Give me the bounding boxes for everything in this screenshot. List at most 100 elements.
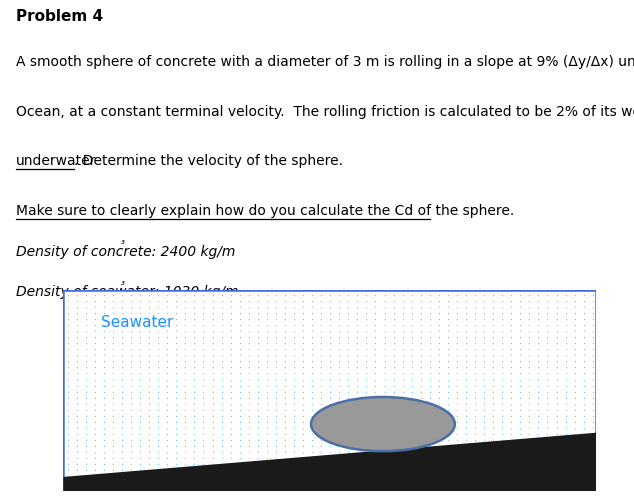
Point	[506, 370, 516, 378]
Point	[307, 334, 317, 342]
Point	[171, 418, 181, 426]
Point	[515, 394, 526, 402]
Point	[488, 400, 498, 408]
Point	[479, 418, 489, 426]
Point	[235, 424, 245, 432]
Point	[153, 424, 164, 432]
Point	[153, 460, 164, 468]
Point	[171, 304, 181, 312]
Point	[569, 394, 579, 402]
Point	[243, 322, 254, 330]
Point	[506, 364, 516, 372]
Point	[325, 376, 335, 384]
Point	[488, 316, 498, 324]
Point	[479, 292, 489, 300]
Point	[280, 454, 290, 462]
Point	[479, 388, 489, 396]
Point	[144, 310, 154, 318]
Point	[497, 292, 507, 300]
Point	[506, 424, 516, 432]
Point	[198, 430, 209, 438]
Point	[81, 352, 91, 360]
Point	[506, 334, 516, 342]
Point	[72, 358, 82, 366]
Point	[117, 436, 127, 444]
Point	[543, 304, 553, 312]
Point	[262, 436, 272, 444]
Point	[99, 382, 109, 390]
Point	[81, 442, 91, 450]
Point	[579, 430, 589, 438]
Point	[262, 400, 272, 408]
Point	[488, 376, 498, 384]
Point	[452, 352, 462, 360]
Point	[425, 292, 435, 300]
Point	[135, 466, 145, 474]
Point	[235, 304, 245, 312]
Point	[226, 352, 236, 360]
Point	[253, 406, 263, 414]
Point	[190, 406, 200, 414]
Point	[406, 334, 417, 342]
Point	[398, 340, 408, 348]
Point	[117, 346, 127, 354]
Point	[316, 370, 327, 378]
Point	[325, 418, 335, 426]
Point	[588, 394, 598, 402]
Point	[99, 322, 109, 330]
Point	[90, 310, 100, 318]
Point	[398, 382, 408, 390]
Point	[153, 322, 164, 330]
Point	[380, 376, 390, 384]
Point	[579, 310, 589, 318]
Point	[262, 316, 272, 324]
Point	[289, 400, 299, 408]
Point	[579, 376, 589, 384]
Point	[253, 358, 263, 366]
Point	[99, 370, 109, 378]
Point	[262, 388, 272, 396]
Point	[334, 418, 344, 426]
Point	[63, 388, 73, 396]
Point	[325, 304, 335, 312]
Point	[380, 322, 390, 330]
Point	[190, 442, 200, 450]
Point	[325, 358, 335, 366]
Point	[560, 382, 571, 390]
Point	[515, 346, 526, 354]
Point	[108, 382, 118, 390]
Point	[552, 292, 562, 300]
Point	[497, 400, 507, 408]
Point	[271, 406, 281, 414]
Point	[81, 310, 91, 318]
Point	[63, 460, 73, 468]
Point	[470, 400, 480, 408]
Point	[434, 430, 444, 438]
Point	[72, 460, 82, 468]
Point	[271, 376, 281, 384]
Point	[316, 388, 327, 396]
Point	[81, 424, 91, 432]
Point	[235, 334, 245, 342]
Point	[171, 376, 181, 384]
Point	[90, 352, 100, 360]
Point	[235, 418, 245, 426]
Point	[506, 352, 516, 360]
Point	[153, 406, 164, 414]
Point	[316, 334, 327, 342]
Point	[325, 370, 335, 378]
Point	[307, 340, 317, 348]
Point	[216, 442, 226, 450]
Point	[81, 316, 91, 324]
Point	[506, 418, 516, 426]
Point	[434, 382, 444, 390]
Point	[588, 370, 598, 378]
Point	[289, 346, 299, 354]
Point	[198, 316, 209, 324]
Point	[334, 292, 344, 300]
Point	[226, 334, 236, 342]
Point	[506, 406, 516, 414]
Point	[298, 298, 308, 306]
Point	[108, 466, 118, 474]
Point	[117, 454, 127, 462]
